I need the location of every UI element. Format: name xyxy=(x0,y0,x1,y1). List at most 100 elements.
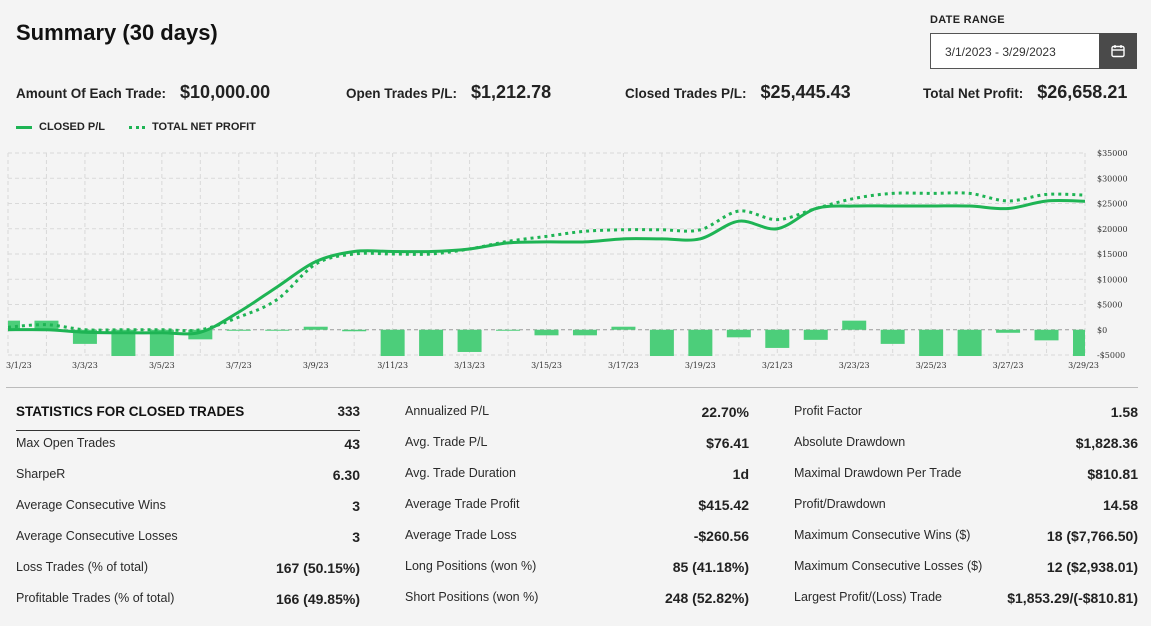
stat-label: SharpeR xyxy=(16,467,66,481)
x-tick-label: 3/17/23 xyxy=(608,361,639,370)
pl-bar xyxy=(457,329,482,352)
x-tick-label: 3/1/23 xyxy=(6,361,32,370)
stat-value: 1.58 xyxy=(1110,404,1138,420)
kpi-total-net-profit: Total Net Profit: $26,658.21 xyxy=(923,82,1127,103)
stat-value: -$260.56 xyxy=(693,528,749,544)
pl-bar xyxy=(765,329,790,348)
x-tick-label: 3/5/23 xyxy=(149,361,175,370)
stat-value: 248 (52.82%) xyxy=(664,590,749,606)
x-tick-label: 3/15/23 xyxy=(531,361,562,370)
x-tick-label: 3/19/23 xyxy=(685,361,716,370)
kpi-label: Amount Of Each Trade: xyxy=(16,86,167,101)
pl-bar xyxy=(803,329,828,340)
stat-value: $1,828.36 xyxy=(1075,435,1138,451)
stat-row: Short Positions (won %) 248 (52.82%) xyxy=(405,590,749,621)
stat-value: 18 ($7,766.50) xyxy=(1046,528,1138,544)
stat-value: 12 ($2,938.01) xyxy=(1046,559,1138,575)
pl-bar xyxy=(342,329,367,332)
pl-bar xyxy=(919,329,944,357)
kpi-value: $1,212.78 xyxy=(471,82,552,102)
stat-row: Maximum Consecutive Wins ($) 18 ($7,766.5… xyxy=(794,528,1138,559)
x-tick-label: 3/9/23 xyxy=(303,361,329,370)
legend-total-net-profit[interactable]: TOTAL NET PROFIT xyxy=(152,121,256,133)
legend-dotted-line-icon xyxy=(129,125,146,129)
pl-bar xyxy=(957,329,982,357)
stat-row: Maximum Consecutive Losses ($) 12 ($2,938… xyxy=(794,559,1138,590)
stat-row: Maximal Drawdown Per Trade $810.81 xyxy=(794,466,1138,497)
pl-bar xyxy=(496,329,521,331)
stat-value: 167 (50.15%) xyxy=(275,560,360,576)
closed-pl-line xyxy=(7,198,1086,336)
pl-bar xyxy=(726,329,751,338)
stat-label: Max Open Trades xyxy=(16,436,116,450)
x-tick-label: 3/3/23 xyxy=(72,361,98,370)
page-title: Summary (30 days) xyxy=(16,20,218,45)
kpi-open-trades-pl: Open Trades P/L: $1,212.78 xyxy=(346,82,551,103)
pl-bar xyxy=(1073,329,1085,357)
stat-row: Annualized P/L 22.70% xyxy=(405,404,749,435)
stat-row: Avg. Trade Duration 1d xyxy=(405,466,749,497)
pl-bar xyxy=(880,329,905,344)
stat-row: Average Trade Loss -$260.56 xyxy=(405,528,749,559)
kpi-value: $26,658.21 xyxy=(1037,82,1128,102)
stat-value: 22.70% xyxy=(701,404,749,420)
stat-row: Absolute Drawdown $1,828.36 xyxy=(794,435,1138,466)
pl-bar xyxy=(688,329,713,357)
pl-bar xyxy=(8,320,20,330)
stat-row: Loss Trades (% of total) 167 (50.15%) xyxy=(16,560,360,591)
date-range-picker[interactable]: 3/1/2023 - 3/29/2023 xyxy=(930,33,1137,69)
stat-label: Profit/Drawdown xyxy=(794,497,886,511)
stat-value: 1d xyxy=(732,466,749,482)
y-tick-label: $35000 xyxy=(1097,149,1128,158)
pl-bar xyxy=(1034,329,1059,341)
stats-column-1: STATISTICS FOR CLOSED TRADES 333 Max Ope… xyxy=(16,404,360,622)
stat-row: Max Open Trades 43 xyxy=(16,436,360,467)
x-tick-label: 3/25/23 xyxy=(916,361,947,370)
kpi-label: Open Trades P/L: xyxy=(346,86,458,101)
y-tick-label: $0 xyxy=(1097,326,1107,335)
x-tick-label: 3/27/23 xyxy=(993,361,1024,370)
stat-label: Profitable Trades (% of total) xyxy=(16,591,175,605)
stat-label: Maximum Consecutive Wins ($) xyxy=(794,528,971,542)
stat-label: Average Consecutive Wins xyxy=(16,498,166,512)
y-tick-label: $15000 xyxy=(1097,250,1128,259)
stat-label: Absolute Drawdown xyxy=(794,435,906,449)
stat-label: Maximal Drawdown Per Trade xyxy=(794,466,962,480)
stat-value: $810.81 xyxy=(1087,466,1138,482)
stat-row: Long Positions (won %) 85 (41.18%) xyxy=(405,559,749,590)
stat-value: 3 xyxy=(352,498,360,514)
stats-column-3: Profit Factor 1.58 Absolute Drawdown $1,82… xyxy=(794,404,1138,621)
x-tick-label: 3/13/23 xyxy=(454,361,485,370)
y-tick-label: $20000 xyxy=(1097,225,1128,234)
pl-bar xyxy=(572,329,597,336)
stats-header-value: 333 xyxy=(337,404,360,419)
x-tick-label: 3/21/23 xyxy=(762,361,793,370)
stat-row: Average Consecutive Wins 3 xyxy=(16,498,360,529)
kpi-label: Closed Trades P/L: xyxy=(625,86,747,101)
calendar-button[interactable] xyxy=(1099,33,1137,69)
stat-value: $76.41 xyxy=(706,435,749,451)
kpi-closed-trades-pl: Closed Trades P/L: $25,445.43 xyxy=(625,82,851,103)
stat-label: Average Consecutive Losses xyxy=(16,529,178,543)
date-range-value[interactable]: 3/1/2023 - 3/29/2023 xyxy=(945,45,1056,59)
stat-row: SharpeR 6.30 xyxy=(16,467,360,498)
stat-row: Largest Profit/(Loss) Trade $1,853.29/(-$… xyxy=(794,590,1138,621)
stat-label: Profit Factor xyxy=(794,404,863,418)
stat-value: 166 (49.85%) xyxy=(275,591,360,607)
legend-closed-pl[interactable]: CLOSED P/L xyxy=(39,121,106,133)
stat-row: Avg. Trade P/L $76.41 xyxy=(405,435,749,466)
legend-solid-line-icon xyxy=(16,125,32,129)
y-tick-label: $10000 xyxy=(1097,275,1128,284)
stat-value: $415.42 xyxy=(698,497,749,513)
pl-bar xyxy=(34,320,59,330)
pl-bar xyxy=(303,326,328,330)
pl-bar xyxy=(996,329,1021,333)
stat-label: Maximum Consecutive Losses ($) xyxy=(794,559,983,573)
stat-value: 85 (41.18%) xyxy=(672,559,749,575)
stat-label: Average Trade Loss xyxy=(405,528,517,542)
x-tick-label: 3/7/23 xyxy=(226,361,252,370)
stat-row: Profitable Trades (% of total) 166 (49.85… xyxy=(16,591,360,622)
y-tick-label: $25000 xyxy=(1097,200,1128,209)
stat-label: Annualized P/L xyxy=(405,404,490,418)
pl-chart: $35000 $30000 $25000 $20000 $15000 $10000 $500… xyxy=(6,149,1128,370)
